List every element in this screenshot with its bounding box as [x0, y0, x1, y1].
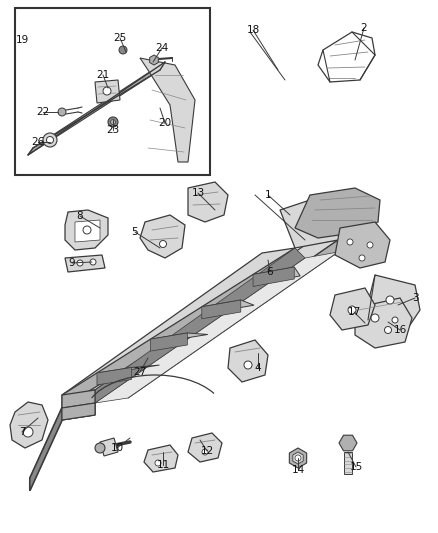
Text: 22: 22 — [36, 107, 49, 117]
Polygon shape — [330, 288, 375, 330]
Polygon shape — [62, 403, 95, 420]
Text: 13: 13 — [191, 188, 205, 198]
Text: 15: 15 — [350, 462, 363, 472]
Text: 21: 21 — [96, 70, 110, 80]
Circle shape — [23, 427, 33, 437]
Text: 2: 2 — [360, 23, 367, 33]
Polygon shape — [97, 367, 131, 385]
Circle shape — [155, 460, 161, 466]
Bar — [15, 8, 210, 175]
Circle shape — [367, 242, 373, 248]
Circle shape — [202, 449, 208, 455]
Polygon shape — [65, 210, 108, 250]
Polygon shape — [62, 248, 295, 395]
Circle shape — [90, 259, 96, 265]
Polygon shape — [100, 438, 118, 456]
Polygon shape — [95, 240, 338, 390]
Polygon shape — [75, 220, 100, 242]
Circle shape — [43, 133, 57, 147]
Text: 6: 6 — [267, 267, 273, 277]
Polygon shape — [151, 333, 208, 340]
Polygon shape — [97, 365, 159, 373]
Polygon shape — [30, 408, 62, 490]
Bar — [344, 452, 352, 474]
Circle shape — [110, 119, 116, 125]
Polygon shape — [62, 248, 295, 408]
Text: 9: 9 — [69, 258, 75, 268]
Polygon shape — [253, 267, 300, 282]
Polygon shape — [10, 402, 48, 448]
Text: 19: 19 — [15, 35, 28, 45]
Circle shape — [77, 260, 83, 266]
Circle shape — [83, 226, 91, 234]
Text: 26: 26 — [32, 137, 45, 147]
Polygon shape — [151, 333, 187, 351]
Polygon shape — [188, 433, 222, 462]
Text: 3: 3 — [412, 293, 418, 303]
Circle shape — [58, 108, 66, 116]
Text: 17: 17 — [347, 307, 360, 317]
Polygon shape — [128, 240, 338, 398]
Circle shape — [347, 239, 353, 245]
Text: 18: 18 — [246, 25, 260, 35]
Text: 7: 7 — [19, 427, 25, 437]
Circle shape — [95, 443, 105, 453]
Circle shape — [108, 117, 118, 127]
Polygon shape — [202, 300, 241, 319]
Polygon shape — [144, 445, 178, 472]
Text: 11: 11 — [156, 460, 170, 470]
Polygon shape — [355, 298, 412, 348]
Circle shape — [386, 296, 394, 304]
Polygon shape — [28, 62, 165, 155]
Circle shape — [103, 87, 111, 95]
Polygon shape — [335, 222, 390, 268]
Text: 8: 8 — [77, 211, 83, 221]
Circle shape — [385, 327, 392, 334]
Text: 4: 4 — [254, 363, 261, 373]
Circle shape — [371, 314, 379, 322]
Polygon shape — [95, 248, 305, 403]
Polygon shape — [188, 182, 228, 222]
Polygon shape — [368, 275, 420, 345]
Text: 10: 10 — [110, 443, 124, 453]
Circle shape — [46, 136, 53, 143]
Circle shape — [348, 306, 356, 314]
Circle shape — [119, 46, 127, 54]
Circle shape — [159, 240, 166, 247]
Polygon shape — [62, 403, 95, 420]
Text: 25: 25 — [113, 33, 127, 43]
Text: 14: 14 — [291, 465, 304, 475]
Text: 23: 23 — [106, 125, 120, 135]
Polygon shape — [318, 32, 375, 82]
Polygon shape — [280, 192, 370, 248]
Polygon shape — [295, 188, 380, 238]
Text: 20: 20 — [159, 118, 172, 128]
Polygon shape — [65, 255, 105, 272]
Polygon shape — [202, 300, 254, 311]
Polygon shape — [95, 80, 120, 103]
Polygon shape — [62, 390, 95, 420]
Circle shape — [295, 455, 301, 461]
Polygon shape — [140, 215, 185, 258]
Circle shape — [244, 361, 252, 369]
Circle shape — [392, 317, 398, 323]
Polygon shape — [253, 267, 294, 286]
Text: 5: 5 — [132, 227, 138, 237]
Text: 1: 1 — [265, 190, 271, 200]
Polygon shape — [228, 340, 268, 382]
Text: 24: 24 — [155, 43, 169, 53]
Polygon shape — [140, 58, 195, 162]
Text: 27: 27 — [134, 367, 147, 377]
Polygon shape — [95, 252, 338, 403]
Text: 16: 16 — [393, 325, 406, 335]
Text: 12: 12 — [200, 446, 214, 456]
Circle shape — [359, 255, 365, 261]
